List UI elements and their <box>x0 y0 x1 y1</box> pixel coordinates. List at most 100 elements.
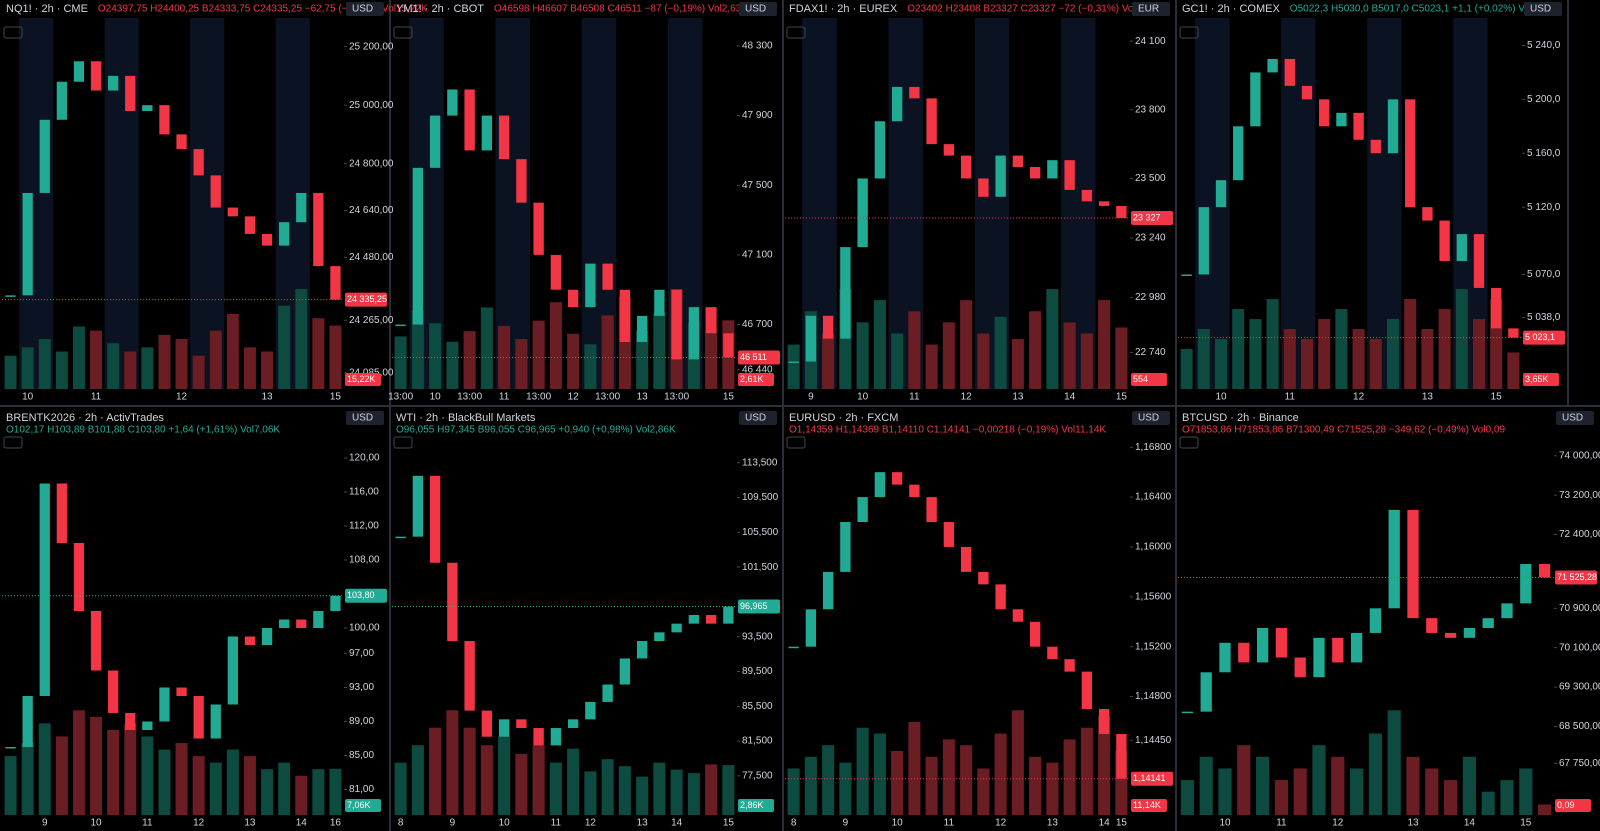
candle <box>688 614 700 624</box>
y-tick-label: 89,00 <box>349 716 374 727</box>
y-tick-label: 93,00 <box>349 682 374 693</box>
volume-bar <box>158 749 171 815</box>
collapse-button[interactable] <box>3 26 23 39</box>
volume-bar <box>1080 333 1093 389</box>
candle <box>1081 189 1093 202</box>
volume-bar <box>1462 756 1476 815</box>
candle <box>909 484 920 498</box>
volume-bar <box>72 326 85 389</box>
volume-bar <box>687 773 700 815</box>
x-tick-label: 12 <box>961 392 973 403</box>
volume-bar <box>584 344 597 389</box>
x-tick-label: 13:00 <box>595 392 620 403</box>
y-tick-label: 47 500 <box>742 180 773 191</box>
volume-bar <box>261 351 274 389</box>
volume-bar <box>1500 780 1514 815</box>
volume-bar <box>515 339 528 389</box>
collapse-button[interactable] <box>3 436 23 449</box>
candle <box>1064 160 1075 190</box>
volume-bar <box>1404 299 1417 389</box>
volume-bar <box>670 769 683 815</box>
y-tick-label: 85,500 <box>742 701 773 712</box>
volume-tag <box>1555 799 1591 812</box>
candle <box>1116 205 1127 219</box>
volume-bar <box>480 307 493 389</box>
y-tick-label: 5 200,0 <box>1527 94 1561 105</box>
y-tick-label: 101,500 <box>742 562 779 573</box>
candle <box>943 144 955 156</box>
x-tick-label: 12 <box>1332 818 1344 829</box>
x-tick-label: 14 <box>1464 818 1476 829</box>
candle <box>279 619 290 628</box>
last-price-tag <box>738 599 780 614</box>
volume-bar <box>1214 339 1228 389</box>
collapse-button[interactable] <box>393 436 413 449</box>
candle <box>193 149 204 176</box>
volume-tag <box>1523 373 1559 386</box>
candle <box>585 701 596 720</box>
y-tick-label: 1,14450 <box>1135 735 1172 746</box>
candle <box>585 263 596 308</box>
y-tick-label: 22 740 <box>1135 347 1166 358</box>
volume-bar <box>1199 756 1213 815</box>
currency-button[interactable] <box>1132 411 1170 425</box>
session-band <box>104 18 139 389</box>
volume-bar <box>549 762 562 815</box>
pane-title: BTCUSD · 2h · Binance <box>1182 412 1299 424</box>
candle <box>602 684 613 702</box>
candle <box>1407 509 1419 619</box>
candle <box>636 641 648 659</box>
candle <box>1256 628 1269 663</box>
y-tick-label: 112,00 <box>349 521 379 532</box>
currency-button[interactable] <box>346 2 384 16</box>
volume-bar <box>72 710 85 815</box>
x-tick-label: 10 <box>857 392 869 403</box>
currency-label: USD <box>1562 413 1583 424</box>
candle <box>261 233 273 246</box>
candle <box>227 207 238 217</box>
candle <box>412 475 424 537</box>
candle <box>926 98 937 145</box>
candle <box>978 571 989 585</box>
candle <box>960 155 972 179</box>
volume-bar <box>1444 780 1458 815</box>
candle <box>1336 112 1347 127</box>
volume-bar <box>532 745 545 815</box>
collapse-button[interactable] <box>1179 26 1199 39</box>
candle <box>210 175 221 208</box>
candle <box>176 687 187 696</box>
currency-button[interactable] <box>1556 411 1594 425</box>
currency-button[interactable] <box>1524 2 1562 16</box>
candle <box>1350 632 1363 663</box>
candle <box>5 747 16 749</box>
candle <box>1012 155 1024 168</box>
y-tick-label: 24 800,00 <box>349 158 394 169</box>
x-tick-label: 13 <box>637 392 649 403</box>
collapse-button[interactable] <box>786 26 806 39</box>
currency-button[interactable] <box>346 411 384 425</box>
volume-bar <box>1180 349 1193 389</box>
last-price-label: 23 327 <box>1133 212 1161 222</box>
x-tick-label: 15 <box>723 818 735 829</box>
x-tick-label: 10 <box>430 392 442 403</box>
collapse-button[interactable] <box>1179 436 1199 449</box>
x-tick-label: 16 <box>330 818 342 829</box>
volume-bar <box>295 289 308 389</box>
x-tick-label: 9 <box>843 818 849 829</box>
collapse-button[interactable] <box>393 26 413 39</box>
volume-bar <box>141 736 154 815</box>
y-tick-label: 113,500 <box>742 457 778 468</box>
collapse-button[interactable] <box>786 436 806 449</box>
currency-label: USD <box>1530 4 1551 15</box>
candle <box>330 266 341 300</box>
currency-button[interactable] <box>739 2 777 16</box>
x-tick-label: 9 <box>42 818 48 829</box>
y-tick-label: 89,500 <box>742 666 773 677</box>
candle <box>688 307 700 360</box>
x-tick-label: 14 <box>1099 818 1111 829</box>
currency-button[interactable] <box>739 411 777 425</box>
volume-bar <box>55 736 68 815</box>
currency-button[interactable] <box>1132 2 1170 16</box>
volume-bar <box>787 344 800 389</box>
volume-bar <box>394 336 407 389</box>
